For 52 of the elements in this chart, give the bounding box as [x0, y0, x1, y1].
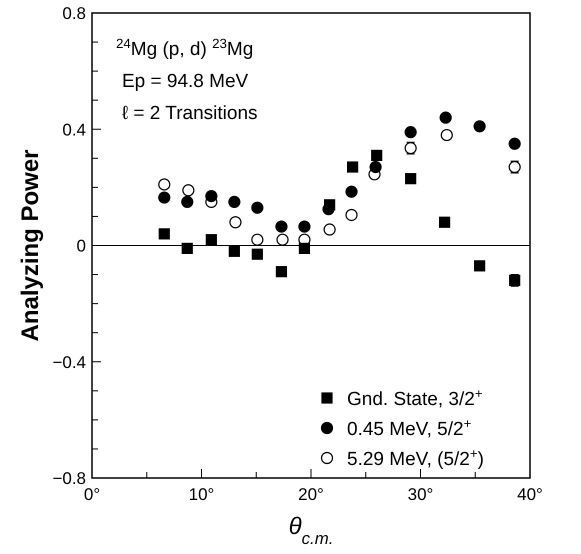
x-tick-label: 40° — [517, 485, 543, 504]
y-tick-label: −0.8 — [52, 469, 86, 488]
point — [252, 248, 263, 260]
point — [298, 242, 310, 254]
point — [229, 216, 242, 228]
point — [405, 173, 416, 184]
point — [404, 126, 417, 138]
x-tick-label: 30° — [408, 485, 434, 504]
x-tick-label: 10° — [188, 485, 214, 504]
annotation: $^{24}$Mg (p, d) $^{23}$Mg — [116, 36, 254, 60]
point — [347, 161, 358, 173]
point — [324, 223, 336, 236]
point — [438, 216, 450, 228]
legend-label: Gnd. State, 3/2$^{+}$ — [347, 386, 483, 410]
y-tick-label: 0.8 — [62, 4, 86, 23]
annotation: Ep = 94.8 MeV — [122, 71, 249, 92]
x-tick-label: 0° — [84, 485, 100, 504]
point — [205, 190, 218, 202]
point — [508, 138, 521, 150]
annotation: ℓ = 2 Transitions — [122, 103, 258, 124]
point — [276, 234, 289, 246]
point — [474, 120, 486, 132]
point — [158, 191, 170, 204]
point — [440, 112, 452, 124]
y-tick-label: 0.4 — [62, 120, 86, 140]
point — [474, 260, 486, 272]
x-tick-label: 20° — [298, 485, 324, 504]
point — [251, 234, 264, 246]
point — [206, 234, 217, 246]
point — [276, 266, 288, 278]
point — [228, 196, 240, 208]
point — [275, 220, 288, 233]
point — [158, 178, 170, 191]
legend-label: 0.45 MeV, 5/2$^{+}$ — [347, 416, 472, 440]
point — [182, 184, 194, 196]
point — [345, 208, 358, 222]
point — [371, 150, 382, 162]
point — [158, 228, 170, 240]
point — [440, 128, 453, 142]
point — [228, 246, 240, 257]
point — [324, 199, 336, 210]
point — [182, 242, 193, 254]
point — [181, 196, 194, 208]
legend-label: 5.29 MeV, (5/2$^{+}$) — [347, 446, 484, 470]
y-axis-title: Analyzing Power — [17, 149, 44, 342]
point — [370, 160, 382, 174]
y-tick-label: 0 — [76, 236, 86, 256]
x-axis-title: θ$_{c.m.}$ — [288, 513, 334, 548]
point — [251, 202, 264, 214]
point — [345, 186, 358, 198]
y-tick-label: −0.4 — [52, 352, 86, 372]
point — [298, 220, 311, 233]
